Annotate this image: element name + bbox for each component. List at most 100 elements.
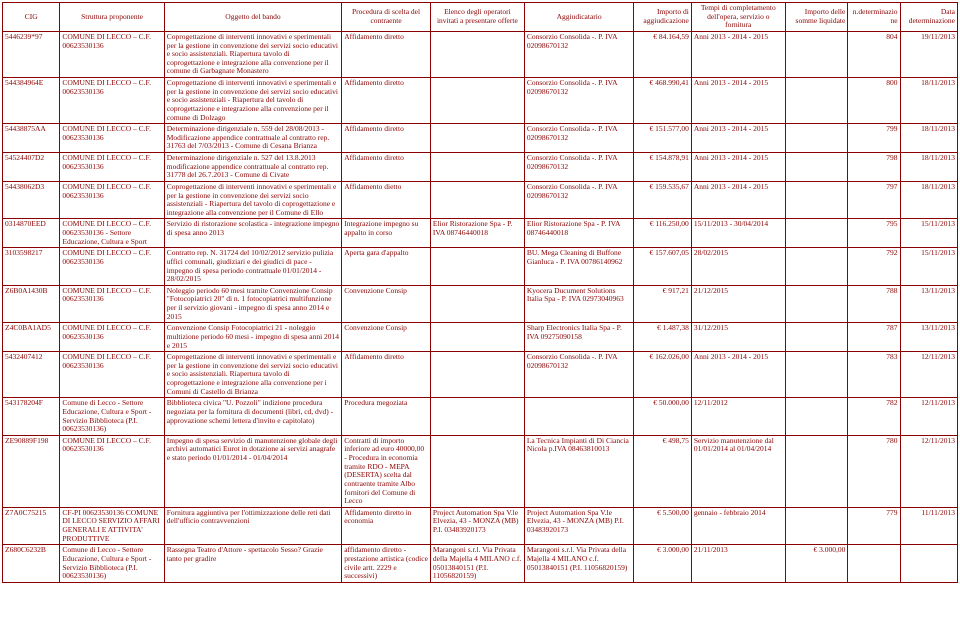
cell-oggetto: Impegno di spesa servizio di manutenzion… xyxy=(164,435,341,507)
cell-aggiudicatario: Consorzio Consolida -. P. IVA 0209867013… xyxy=(524,31,634,77)
cell-aggiudicatario: Elior Ristorazione Spa - P. IVA 08746440… xyxy=(524,219,634,248)
cell-oggetto: Coprogettazione di interventi innovativi… xyxy=(164,31,341,77)
cell-struttura: COMUNE DI LECCO – C.F. 00623530136 xyxy=(60,248,164,286)
cell-somme xyxy=(785,323,848,352)
cell-struttura: Comune di Lecco - Settore Educazione, Cu… xyxy=(60,398,164,436)
cell-oggetto: Contratto rep. N. 31724 del 10/02/2012 s… xyxy=(164,248,341,286)
cell-ndet xyxy=(848,545,900,583)
header-importo: Importo di aggiudicazione xyxy=(634,3,691,32)
cell-elenco xyxy=(430,352,524,398)
cell-elenco xyxy=(430,248,524,286)
cell-elenco xyxy=(430,181,524,219)
cell-somme xyxy=(785,398,848,436)
cell-cig: 54524407D2 xyxy=(3,153,60,182)
cell-struttura: Comune di Lecco - Settore Educazione, Cu… xyxy=(60,545,164,583)
header-oggetto: Oggetto del bando xyxy=(164,3,341,32)
cell-datadet: 12/11/2013 xyxy=(900,398,957,436)
cell-importo: € 50.000,00 xyxy=(634,398,691,436)
cell-ndet: 804 xyxy=(848,31,900,77)
cell-ndet: 782 xyxy=(848,398,900,436)
cell-aggiudicatario: Consorzio Consolida -. P. IVA 0209867013… xyxy=(524,181,634,219)
cell-datadet xyxy=(900,545,957,583)
cell-struttura: COMUNE DI LECCO – C.F. 00623530136 xyxy=(60,153,164,182)
cell-oggetto: Coprogettazione di interventi innovativi… xyxy=(164,181,341,219)
cell-ndet: 798 xyxy=(848,153,900,182)
cell-ndet: 779 xyxy=(848,507,900,545)
cell-importo: € 162.026,00 xyxy=(634,352,691,398)
cell-datadet: 18/11/2013 xyxy=(900,78,957,124)
cell-tempi: Anni 2013 - 2014 - 2015 xyxy=(691,181,785,219)
cell-tempi: Anni 2013 - 2014 - 2015 xyxy=(691,31,785,77)
header-struttura: Struttura proponente xyxy=(60,3,164,32)
cell-somme xyxy=(785,435,848,507)
cell-somme xyxy=(785,124,848,153)
cell-datadet: 15/11/2013 xyxy=(900,219,957,248)
cell-procedura: Integrazione impegno su appalto in corso xyxy=(342,219,431,248)
cell-oggetto: Determinazione dirigenziale n. 559 del 2… xyxy=(164,124,341,153)
header-somme: Importo delle somme liquidate xyxy=(785,3,848,32)
cell-struttura: COMUNE DI LECCO – C.F. 00623530136 xyxy=(60,285,164,323)
table-row: Z4C0BA1AD5COMUNE DI LECCO – C.F. 0062353… xyxy=(3,323,958,352)
cell-ndet: 783 xyxy=(848,352,900,398)
cell-cig: 5446239*97 xyxy=(3,31,60,77)
table-row: 0314870EEDCOMUNE DI LECCO – C.F. 0062353… xyxy=(3,219,958,248)
header-cig: CIG xyxy=(3,3,60,32)
cell-procedura: Aperta gara d'appalto xyxy=(342,248,431,286)
cell-importo: € 116.250,00 xyxy=(634,219,691,248)
cell-struttura: COMUNE DI LECCO – C.F. 00623530136 xyxy=(60,78,164,124)
cell-procedura: Convenzione Consip xyxy=(342,285,431,323)
cell-cig: 5432407412 xyxy=(3,352,60,398)
cell-elenco: Marangoni s.r.l. Via Privata della Majel… xyxy=(430,545,524,583)
cell-ndet: 799 xyxy=(848,124,900,153)
cell-elenco xyxy=(430,78,524,124)
cell-elenco: Elior Ristorazione Spa - P. IVA 08746440… xyxy=(430,219,524,248)
cell-elenco xyxy=(430,124,524,153)
cell-cig: Z6B0A1430B xyxy=(3,285,60,323)
cell-datadet: 18/11/2013 xyxy=(900,124,957,153)
cell-somme xyxy=(785,153,848,182)
cell-elenco: Project Automation Spa V.le Elvezia, 43 … xyxy=(430,507,524,545)
cell-tempi: Anni 2013 - 2014 - 2015 xyxy=(691,352,785,398)
cell-importo: € 917,21 xyxy=(634,285,691,323)
cell-datadet: 19/11/2013 xyxy=(900,31,957,77)
cell-tempi: 12/11/2012 xyxy=(691,398,785,436)
cell-aggiudicatario: Consorzio Consolida -. P. IVA 0209867013… xyxy=(524,153,634,182)
cell-oggetto: Fornitura aggiuntiva per l'ottimizzazion… xyxy=(164,507,341,545)
cell-cig: Z7A0C75215 xyxy=(3,507,60,545)
cell-oggetto: Noleggio periodo 60 mesi tramite Convenz… xyxy=(164,285,341,323)
cell-somme xyxy=(785,248,848,286)
cell-cig: 54438875AA xyxy=(3,124,60,153)
cell-procedura: Contratti di importo inferiore ad euro 4… xyxy=(342,435,431,507)
cell-struttura: COMUNE DI LECCO – C.F. 00623530136 xyxy=(60,31,164,77)
cell-tempi: 21/11/2013 xyxy=(691,545,785,583)
cell-importo: € 157.607,05 xyxy=(634,248,691,286)
table-row: Z680C6232BComune di Lecco - Settore Educ… xyxy=(3,545,958,583)
cell-ndet: 800 xyxy=(848,78,900,124)
table-row: 543178204FComune di Lecco - Settore Educ… xyxy=(3,398,958,436)
cell-tempi: gennaio - febbraio 2014 xyxy=(691,507,785,545)
table-row: 3103598217COMUNE DI LECCO – C.F. 0062353… xyxy=(3,248,958,286)
cell-somme xyxy=(785,78,848,124)
cell-procedura: Affidamento diretto xyxy=(342,124,431,153)
cell-somme: € 3.000,00 xyxy=(785,545,848,583)
cell-ndet: 792 xyxy=(848,248,900,286)
cell-cig: Z4C0BA1AD5 xyxy=(3,323,60,352)
cell-oggetto: Servizio di ristorazione scolastica - in… xyxy=(164,219,341,248)
cell-somme xyxy=(785,352,848,398)
cell-elenco xyxy=(430,285,524,323)
cell-importo: € 84.164,59 xyxy=(634,31,691,77)
cell-struttura: COMUNE DI LECCO – C.F. 00623530136 xyxy=(60,323,164,352)
cell-ndet: 787 xyxy=(848,323,900,352)
table-row: 5446239*97COMUNE DI LECCO – C.F. 0062353… xyxy=(3,31,958,77)
cell-cig: 544384964E xyxy=(3,78,60,124)
header-row: CIG Struttura proponente Oggetto del ban… xyxy=(3,3,958,32)
cell-aggiudicatario: La Tecnica Impianti di Di Ciancia Nicola… xyxy=(524,435,634,507)
cell-procedura: Affidamento diretto in economia xyxy=(342,507,431,545)
table-row: 54438062D3COMUNE DI LECCO – C.F. 0062353… xyxy=(3,181,958,219)
header-procedura: Procedura di scelta del contraente xyxy=(342,3,431,32)
cell-cig: 3103598217 xyxy=(3,248,60,286)
cell-elenco xyxy=(430,398,524,436)
cell-datadet: 15/11/2013 xyxy=(900,248,957,286)
table-row: 5432407412COMUNE DI LECCO – C.F. 0062353… xyxy=(3,352,958,398)
cell-ndet: 797 xyxy=(848,181,900,219)
